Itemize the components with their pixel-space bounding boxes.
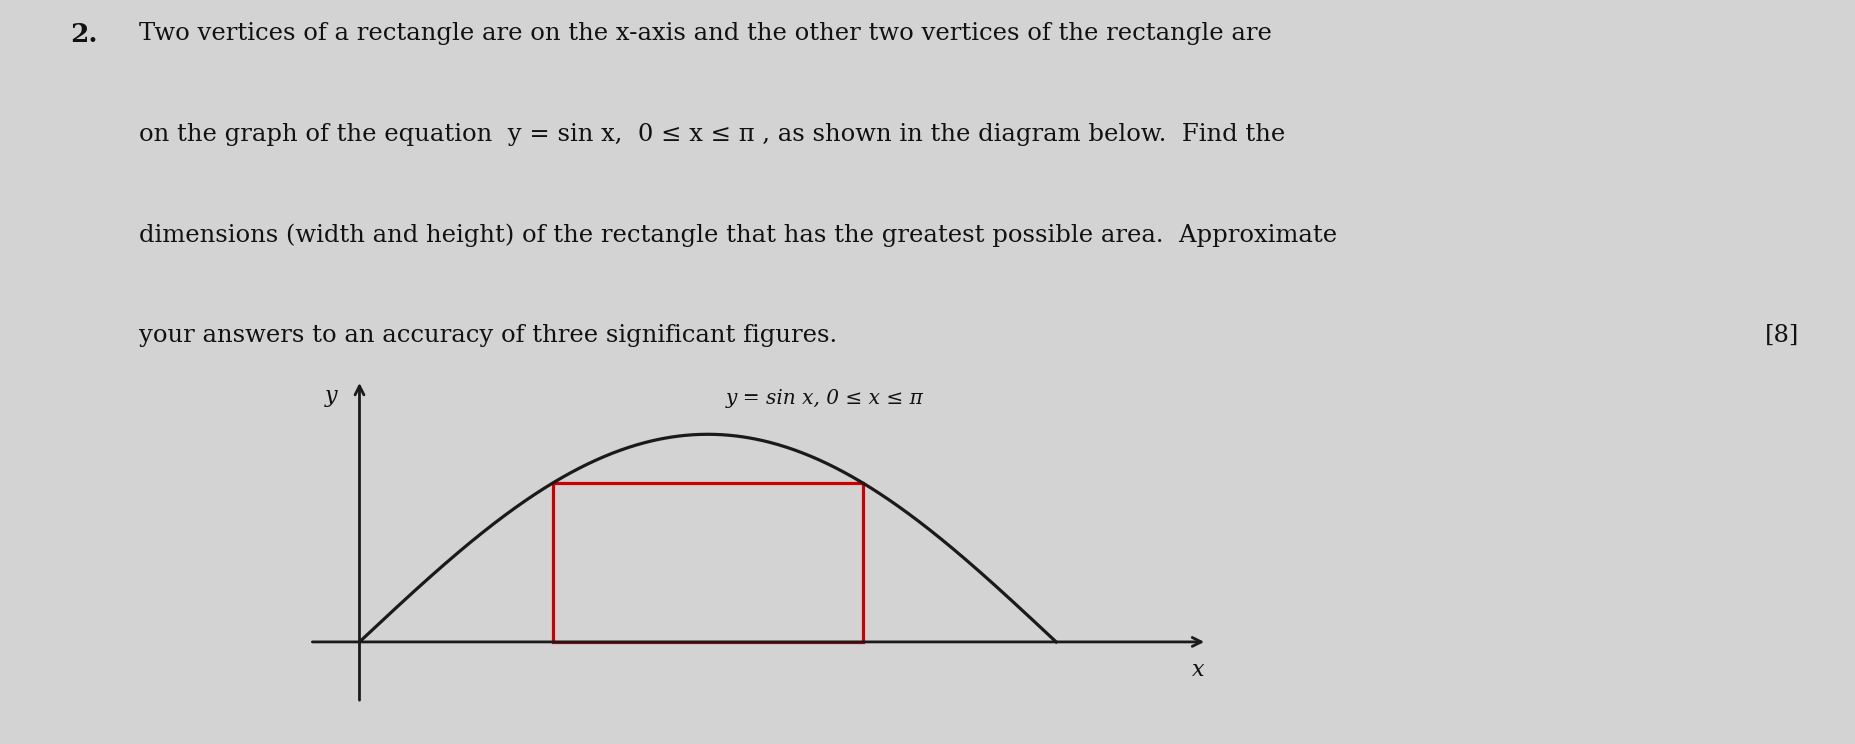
Text: your answers to an accuracy of three significant figures.: your answers to an accuracy of three sig… (139, 324, 837, 347)
Text: x: x (1193, 658, 1204, 681)
Text: y: y (325, 385, 338, 408)
Text: [8]: [8] (1764, 324, 1799, 347)
Text: y = sin x, 0 ≤ x ≤ π: y = sin x, 0 ≤ x ≤ π (725, 388, 924, 408)
Text: Two vertices of a rectangle are on the x-axis and the other two vertices of the : Two vertices of a rectangle are on the x… (139, 22, 1273, 45)
Bar (553, 483, 863, 642)
Text: dimensions (width and height) of the rectangle that has the greatest possible ar: dimensions (width and height) of the rec… (139, 223, 1337, 247)
Text: on the graph of the equation  y = sin x,  0 ≤ x ≤ π , as shown in the diagram be: on the graph of the equation y = sin x, … (139, 123, 1286, 146)
Text: 2.: 2. (70, 22, 98, 48)
